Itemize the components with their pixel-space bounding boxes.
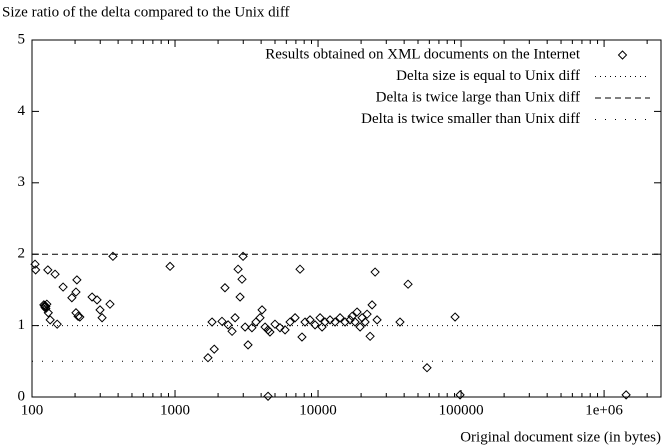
scatter-point xyxy=(42,299,52,309)
scatter-point xyxy=(395,317,405,327)
scatter-point xyxy=(290,313,300,323)
y-tick-label: 1 xyxy=(18,317,26,333)
scatter-point xyxy=(275,323,285,333)
scatter-point xyxy=(450,312,460,322)
scatter-point xyxy=(72,275,82,285)
scatter-point xyxy=(41,303,51,314)
scatter-point xyxy=(238,251,248,262)
scatter-point xyxy=(403,279,413,289)
scatter-point xyxy=(362,309,372,319)
y-tick-label: 2 xyxy=(18,246,26,262)
scatter-point xyxy=(73,311,83,322)
scatter-point xyxy=(325,315,335,325)
scatter-point xyxy=(105,299,115,309)
scatter-point xyxy=(223,320,233,330)
scatter-point xyxy=(235,292,245,302)
x-axis-label: Original document size (in bytes) xyxy=(460,429,661,445)
scatter-point xyxy=(367,300,377,310)
x-tick-label: 100000 xyxy=(439,402,484,418)
scatter-point xyxy=(255,313,265,323)
scatter-point xyxy=(345,315,355,325)
scatter-point xyxy=(237,274,247,284)
scatter-point xyxy=(30,259,40,269)
legend-label: Delta is twice large than Unix diff xyxy=(376,89,580,105)
scatter-point xyxy=(230,313,240,323)
scatter-point xyxy=(455,390,465,400)
scatter-point xyxy=(43,265,53,275)
scatter-point xyxy=(108,251,118,262)
y-tick-label: 5 xyxy=(18,31,26,47)
scatter-point xyxy=(372,315,382,325)
x-tick-label: 10000 xyxy=(299,402,337,418)
scatter-point xyxy=(257,305,267,315)
scatter-point xyxy=(92,295,102,305)
scatter-point xyxy=(97,313,107,323)
x-tick-label: 1e+06 xyxy=(585,402,623,418)
scatter-point xyxy=(247,323,257,333)
scatter-point xyxy=(295,264,305,274)
scatter-point xyxy=(265,327,275,337)
scatter-point xyxy=(355,322,365,332)
scatter-point xyxy=(285,317,295,327)
scatter-point xyxy=(45,315,55,325)
scatter-point xyxy=(310,320,320,330)
scatter-point xyxy=(317,322,327,332)
scatter-point xyxy=(50,269,60,279)
scatter-point xyxy=(30,265,41,275)
scatter-point xyxy=(220,283,230,293)
scatter-point xyxy=(95,305,105,315)
scatter-point xyxy=(365,331,375,342)
scatter-point xyxy=(203,353,213,363)
scatter-point xyxy=(52,319,62,329)
scatter-point xyxy=(340,317,350,327)
plot-frame xyxy=(31,39,662,398)
legend-label: Delta size is equal to Unix diff xyxy=(396,68,580,84)
scatter-point xyxy=(370,267,380,277)
scatter-point xyxy=(217,316,227,327)
legend-label: Delta is twice smaller than Unix diff xyxy=(361,111,580,127)
scatter-point xyxy=(350,317,360,327)
scatter-point xyxy=(360,317,370,327)
scatter-point xyxy=(75,312,85,322)
chart-title: Size ratio of the delta compared to the … xyxy=(2,4,290,20)
y-tick-label: 4 xyxy=(18,103,26,119)
scatter-point xyxy=(58,282,68,292)
scatter-point xyxy=(335,313,345,323)
scatter-point xyxy=(207,317,217,327)
scatter-point xyxy=(71,287,81,297)
scatter-point xyxy=(87,292,97,302)
scatter-point xyxy=(320,317,330,327)
scatter-point xyxy=(300,317,310,327)
scatter-point xyxy=(422,363,432,373)
scatter-point xyxy=(352,307,362,317)
scatter-point xyxy=(315,313,325,323)
x-tick-label: 100 xyxy=(21,402,44,418)
scatter-point xyxy=(297,332,307,342)
scatter-point xyxy=(243,340,253,350)
scatter-point xyxy=(165,261,175,272)
scatter-point xyxy=(67,293,77,303)
scatter-point xyxy=(233,264,243,274)
scatter-point xyxy=(270,319,280,329)
legend-label: Results obtained on XML documents on the… xyxy=(265,46,581,62)
y-tick-label: 0 xyxy=(18,388,26,404)
scatter-point xyxy=(263,391,273,401)
scatter-point xyxy=(209,344,219,354)
scatter-point xyxy=(305,315,315,325)
scatter-point xyxy=(43,308,54,318)
scatter-point xyxy=(280,325,290,335)
scatter-point xyxy=(621,390,631,400)
scatter-point xyxy=(240,322,250,332)
scatter-point xyxy=(330,317,340,327)
scatter-point xyxy=(227,326,237,337)
x-tick-label: 1000 xyxy=(160,402,190,418)
legend-marker xyxy=(617,50,628,60)
y-tick-label: 3 xyxy=(18,174,26,190)
